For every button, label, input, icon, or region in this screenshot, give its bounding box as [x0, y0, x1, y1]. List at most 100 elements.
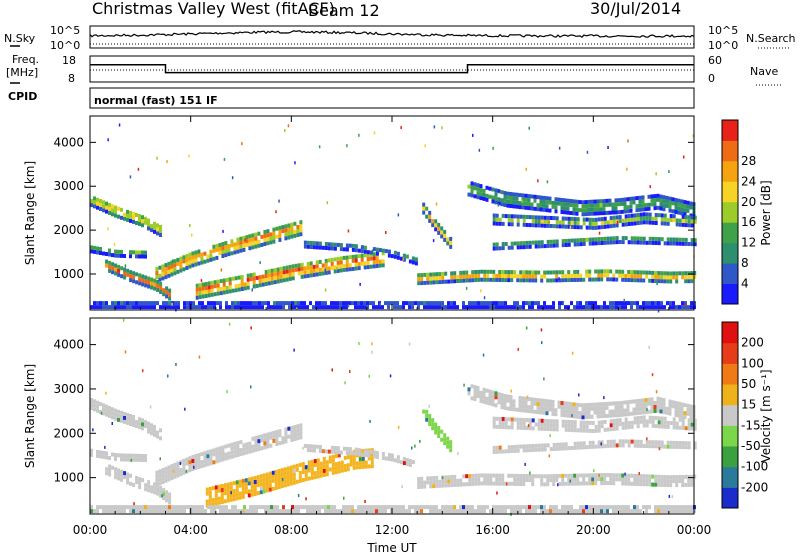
- echo-cell: [111, 452, 114, 457]
- echo-cell: [566, 206, 570, 211]
- echo-cell: [633, 420, 637, 425]
- echo-cell: [540, 478, 544, 483]
- noise-echo: [379, 302, 381, 306]
- echo-cell: [488, 389, 492, 394]
- echo-cell: [459, 509, 462, 514]
- echo-cell: [180, 505, 183, 510]
- echo-cell: [551, 411, 555, 416]
- echo-cell: [636, 236, 640, 241]
- echo-cell: [198, 509, 201, 514]
- echo-cell: [411, 305, 414, 310]
- echo-cell: [678, 479, 682, 483]
- echo-cell: [687, 219, 691, 224]
- echo-cell: [513, 477, 517, 482]
- echo-cell: [188, 252, 192, 257]
- echo-cell: [516, 274, 520, 279]
- echo-cell: [288, 276, 292, 281]
- echo-cell: [687, 445, 691, 450]
- echo-cell: [662, 207, 666, 212]
- echo-cell: [659, 405, 663, 410]
- echo-cell: [656, 400, 660, 405]
- echo-cell: [111, 270, 115, 275]
- echo-cell: [480, 269, 484, 274]
- echo-cell: [129, 270, 133, 275]
- echo-cell: [450, 479, 454, 484]
- echo-cell: [360, 505, 363, 510]
- noise-echo: [368, 374, 370, 378]
- colorbar-segment: [722, 283, 738, 305]
- echo-cell: [295, 479, 299, 484]
- echo-cell: [348, 255, 352, 260]
- echo-cell: [209, 449, 213, 454]
- echo-cell: [525, 509, 528, 514]
- echo-cell: [437, 434, 441, 439]
- echo-cell: [593, 199, 597, 204]
- echo-cell: [111, 253, 114, 258]
- echo-cell: [507, 274, 511, 279]
- echo-cell: [352, 457, 356, 462]
- echo-cell: [114, 263, 118, 268]
- echo-cell: [219, 301, 222, 306]
- echo-cell: [327, 505, 330, 510]
- echo-cell: [372, 252, 376, 257]
- echo-cell: [279, 509, 282, 514]
- echo-cell: [207, 305, 210, 310]
- echo-cell: [102, 450, 105, 455]
- echo-cell: [150, 505, 153, 510]
- echo-cell: [633, 240, 637, 245]
- echo-cell: [671, 404, 675, 409]
- echo-cell: [501, 425, 505, 429]
- echo-cell: [560, 409, 564, 413]
- echo-cell: [500, 405, 504, 410]
- x-tick-label: 20:00: [576, 523, 611, 537]
- echo-cell: [587, 406, 591, 411]
- echo-cell: [635, 399, 639, 404]
- echo-cell: [587, 199, 591, 204]
- echo-cell: [627, 509, 630, 514]
- echo-cell: [321, 301, 324, 306]
- echo-cell: [168, 305, 171, 310]
- echo-cell: [683, 403, 687, 408]
- echo-cell: [222, 286, 226, 291]
- echo-cell: [456, 509, 459, 514]
- echo-cell: [569, 410, 573, 414]
- echo-cell: [585, 273, 589, 278]
- echo-cell: [645, 216, 649, 221]
- echo-cell: [360, 301, 363, 306]
- echo-cell: [503, 199, 507, 203]
- echo-cell: [138, 457, 141, 462]
- echo-cell: [214, 497, 218, 502]
- echo-cell: [468, 474, 472, 479]
- noise-echo: [92, 428, 94, 432]
- echo-cell: [201, 282, 205, 287]
- echo-cell: [623, 197, 627, 202]
- echo-cell: [96, 404, 99, 409]
- echo-cell: [164, 275, 168, 280]
- echo-cell: [465, 505, 468, 510]
- echo-cell: [102, 407, 105, 412]
- echo-cell: [560, 405, 564, 409]
- echo-cell: [438, 272, 442, 277]
- echo-cell: [669, 509, 672, 514]
- echo-cell: [363, 245, 367, 250]
- echo-cell: [657, 271, 661, 276]
- echo-cell: [176, 261, 180, 266]
- echo-cell: [590, 207, 594, 212]
- echo-cell: [219, 509, 222, 514]
- echo-cell: [312, 448, 316, 453]
- echo-cell: [227, 455, 231, 460]
- echo-cell: [440, 230, 444, 235]
- echo-cell: [369, 256, 373, 261]
- echo-cell: [286, 474, 290, 479]
- echo-cell: [312, 444, 316, 449]
- echo-cell: [390, 254, 394, 259]
- echo-cell: [498, 270, 502, 274]
- echo-cell: [144, 458, 147, 463]
- echo-cell: [648, 478, 652, 483]
- echo-cell: [432, 505, 435, 510]
- echo-cell: [531, 278, 535, 283]
- echo-cell: [223, 499, 227, 504]
- echo-cell: [636, 278, 640, 283]
- echo-cell: [494, 391, 498, 396]
- echo-cell: [681, 222, 685, 227]
